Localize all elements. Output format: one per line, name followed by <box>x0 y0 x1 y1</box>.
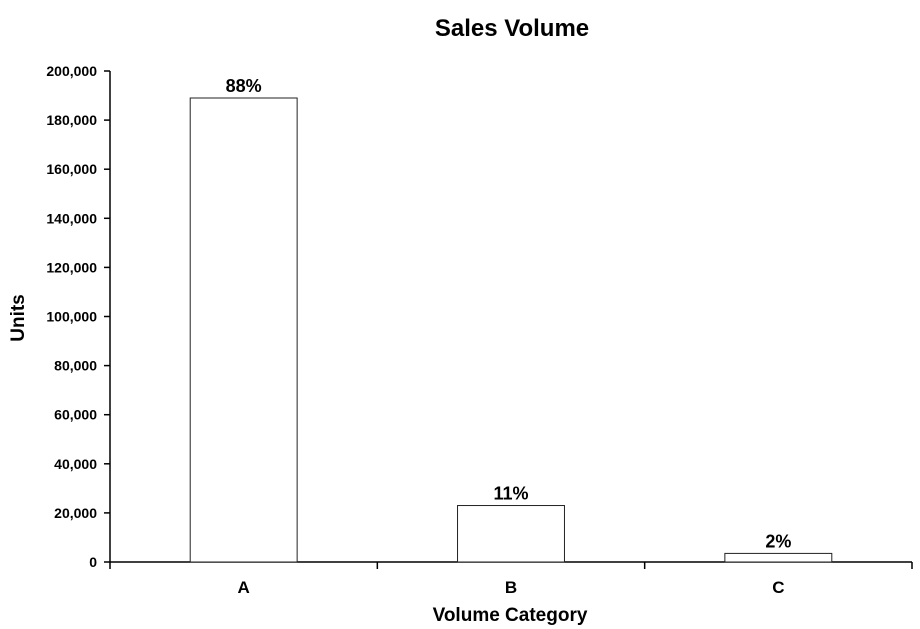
x-tick-label: B <box>505 578 517 597</box>
chart-title: Sales Volume <box>435 15 589 42</box>
x-axis-title: Volume Category <box>433 605 588 626</box>
y-tick-label: 120,000 <box>46 259 97 275</box>
data-labels-group: 88% 11% 2% <box>226 76 792 551</box>
bar-c <box>724 552 833 563</box>
y-tick-label: 100,000 <box>46 309 97 325</box>
y-axis-title: Units <box>8 294 29 342</box>
data-label-b: 11% <box>493 484 528 504</box>
x-tick-label: A <box>238 578 250 597</box>
y-tick-label: 20,000 <box>54 505 97 521</box>
y-axis: 0 20,000 40,000 60,000 80,000 100,000 120,000 1… <box>46 63 111 570</box>
y-tick-label: 140,000 <box>46 210 97 226</box>
bar-a <box>189 97 298 563</box>
y-tick-label: 160,000 <box>46 161 97 177</box>
bar-b <box>457 505 565 563</box>
data-label-c: 2% <box>765 531 791 551</box>
x-tick-label: C <box>772 578 784 597</box>
y-tick-label: 60,000 <box>54 407 97 423</box>
y-tick-label: 180,000 <box>46 112 97 128</box>
y-tick-label: 80,000 <box>54 358 97 374</box>
y-tick-label: 0 <box>89 554 97 570</box>
data-label-a: 88% <box>226 76 262 96</box>
y-tick-label: 40,000 <box>54 456 97 472</box>
y-tick-label: 200,000 <box>46 63 97 79</box>
bars-group <box>189 97 833 563</box>
x-axis: A B C <box>109 561 913 597</box>
